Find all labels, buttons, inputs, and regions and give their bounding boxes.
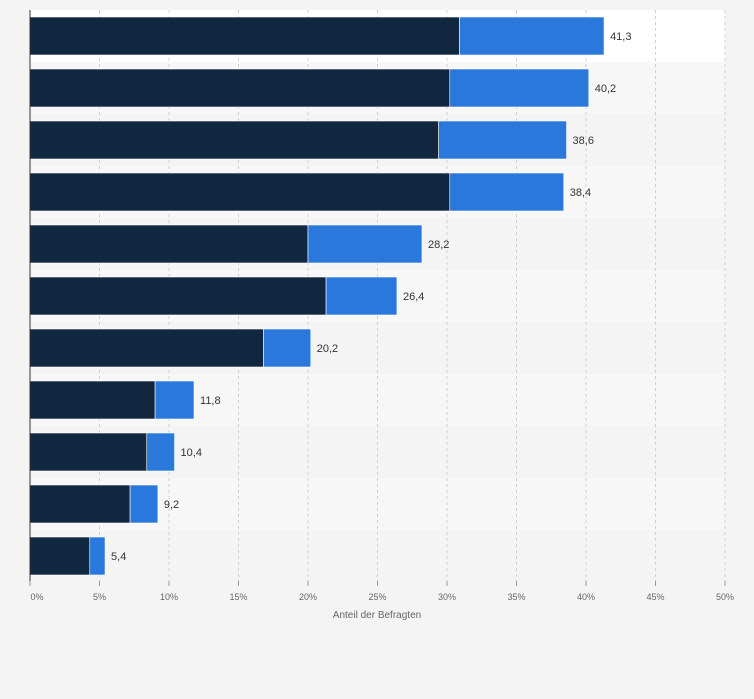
value-labels: 41,3 40,2 38,6 38,4 28,2 26,4 20,2 11,8 10,4 9,2 5… bbox=[111, 31, 631, 563]
x-tick-label: 25% bbox=[368, 592, 386, 602]
x-axis-label: Anteil der Befragten bbox=[333, 610, 421, 621]
x-tick-labels: 0% 5% 10% 15% 20% 25% 30% 35% 40% 45% 50% bbox=[30, 592, 734, 602]
bar-segment-series-1 bbox=[29, 224, 309, 264]
bar-value-label: 38,4 bbox=[570, 187, 591, 199]
x-tick-label: 10% bbox=[160, 592, 178, 602]
bar-segment-series-2 bbox=[263, 328, 312, 368]
bar-value-label: 5,4 bbox=[111, 551, 126, 563]
bar-segment-series-2 bbox=[459, 16, 605, 56]
bar-value-label: 41,3 bbox=[610, 31, 631, 43]
bar-value-label: 9,2 bbox=[164, 499, 179, 511]
bar-segment-series-2 bbox=[146, 432, 175, 472]
bar-segment-series-1 bbox=[29, 172, 451, 212]
x-tick-label: 20% bbox=[299, 592, 317, 602]
x-tick-label: 35% bbox=[507, 592, 525, 602]
bar-segment-series-1 bbox=[29, 276, 327, 316]
bar-segment-series-1 bbox=[29, 380, 156, 420]
bar-segment-series-1 bbox=[29, 328, 264, 368]
bar-value-label: 40,2 bbox=[595, 83, 616, 95]
bar-segment-series-1 bbox=[29, 68, 451, 108]
bar-segment-series-2 bbox=[449, 172, 565, 212]
bar-value-label: 20,2 bbox=[317, 343, 338, 355]
bar-segment-series-1 bbox=[29, 432, 148, 472]
bar-value-label: 10,4 bbox=[181, 447, 202, 459]
bar-segment-series-2 bbox=[89, 536, 106, 576]
bar-segment-series-2 bbox=[325, 276, 398, 316]
bar-segment-series-1 bbox=[29, 484, 131, 524]
x-tick-label: 5% bbox=[93, 592, 106, 602]
bar-value-label: 11,8 bbox=[200, 395, 221, 407]
bar-value-label: 38,6 bbox=[573, 135, 594, 147]
bar-segment-series-1 bbox=[29, 16, 460, 56]
bar-segment-series-1 bbox=[29, 120, 439, 160]
bars bbox=[29, 16, 605, 576]
bar-segment-series-2 bbox=[438, 120, 567, 160]
bar-segment-series-2 bbox=[449, 68, 590, 108]
bar-segment-series-2 bbox=[154, 380, 195, 420]
bar-value-label: 26,4 bbox=[403, 291, 424, 303]
x-tick-label: 30% bbox=[438, 592, 456, 602]
x-tick-label: 0% bbox=[30, 592, 43, 602]
bar-value-label: 28,2 bbox=[428, 239, 449, 251]
bar-segment-series-2 bbox=[129, 484, 159, 524]
x-tick-label: 50% bbox=[716, 592, 734, 602]
x-tick-label: 45% bbox=[646, 592, 664, 602]
x-tick-label: 15% bbox=[229, 592, 247, 602]
bar-segment-series-1 bbox=[29, 536, 91, 576]
x-tick-label: 40% bbox=[577, 592, 595, 602]
bar-segment-series-2 bbox=[307, 224, 423, 264]
